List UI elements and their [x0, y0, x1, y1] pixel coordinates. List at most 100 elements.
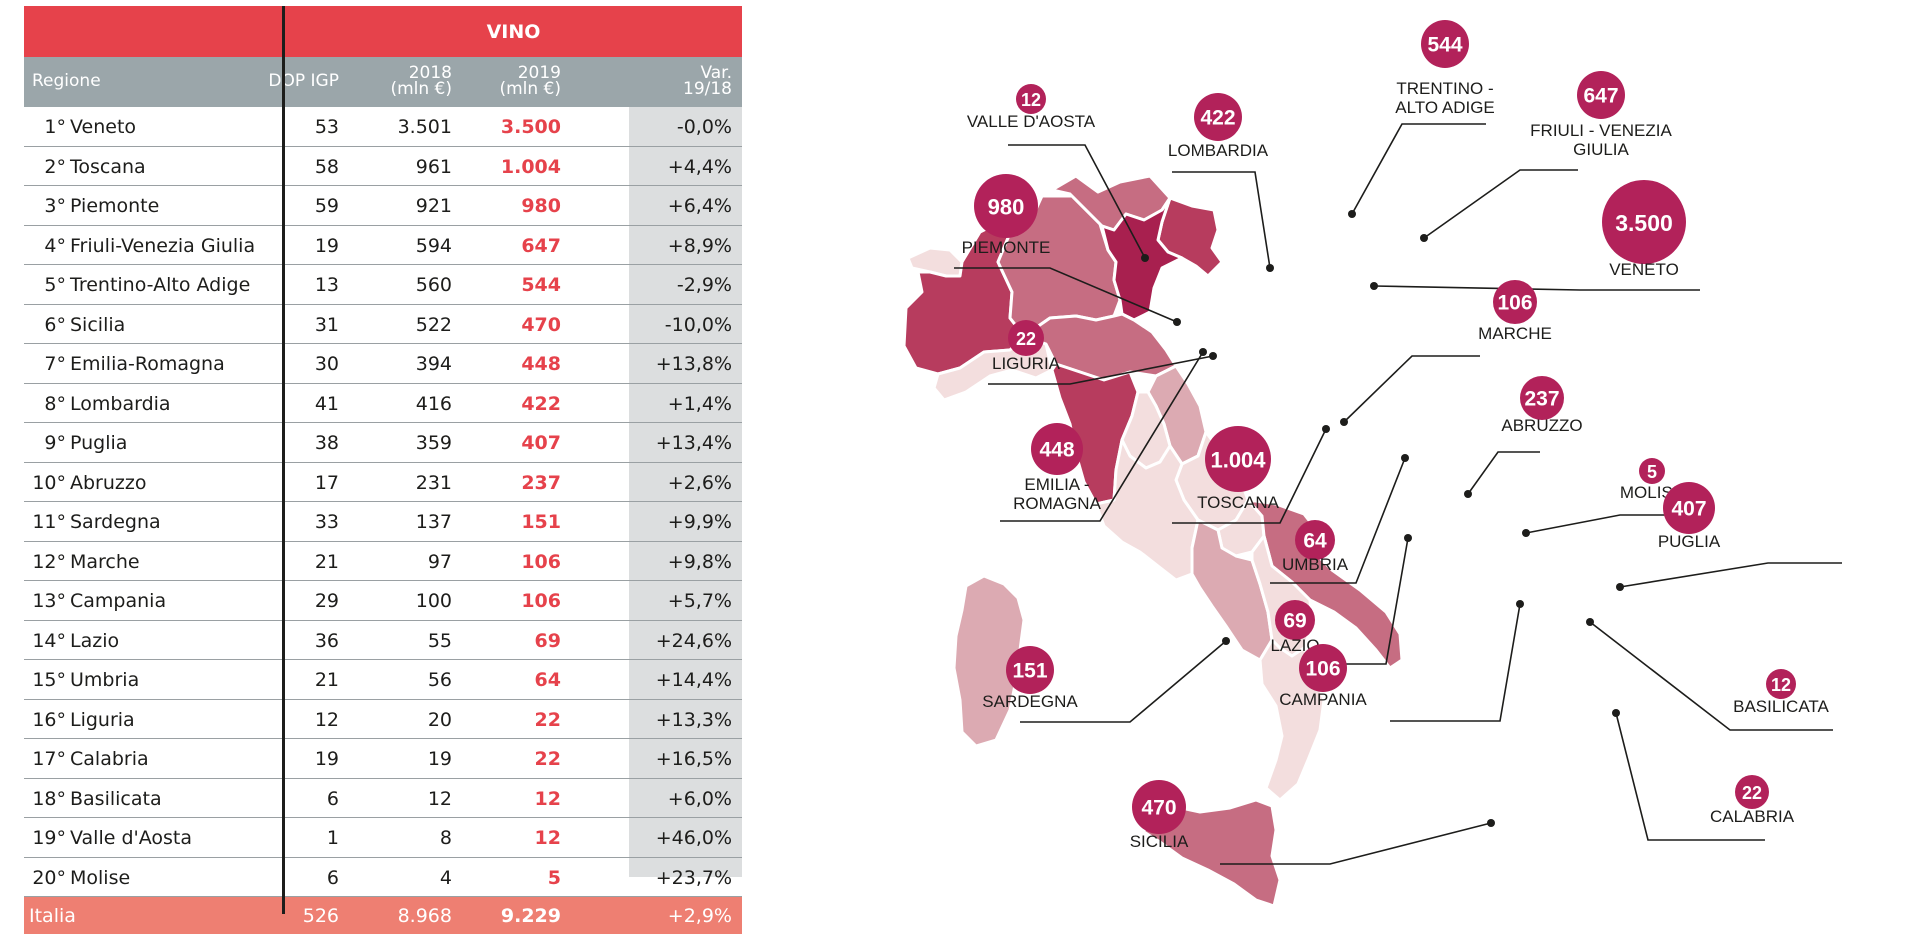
- row-value-2019: 647: [521, 234, 561, 257]
- leader-line: [1423, 169, 1578, 239]
- value-bubble-label: 544: [1427, 34, 1462, 57]
- value-bubble-label: 12: [1771, 675, 1791, 695]
- row-value-2019: 106: [521, 550, 561, 573]
- row-region-name: Trentino-Alto Adige: [70, 274, 251, 296]
- value-bubble: [1493, 280, 1537, 324]
- header-2019-year: 2019: [517, 63, 561, 83]
- value-bubble-label: 64: [1303, 530, 1327, 553]
- map-callout-liguria: 22 LIGURIA: [988, 320, 1217, 385]
- table-row: 15° Umbria 21 56 64 +14,4%: [24, 660, 742, 700]
- value-bubble-label: 106: [1497, 292, 1532, 315]
- region-name-label: MARCHE: [1478, 324, 1552, 343]
- value-bubble: [1205, 426, 1271, 492]
- value-bubble: [1735, 775, 1769, 809]
- region-name-label: FRIULI - VENEZIA: [1530, 121, 1672, 140]
- row-region-name: Umbria: [70, 669, 140, 691]
- region-marker-dot: [1348, 210, 1356, 218]
- total-2018: 8.968: [397, 905, 452, 927]
- region-marker-dot: [1322, 425, 1330, 433]
- row-value-2019: 64: [534, 669, 561, 691]
- row-value-2018: 19: [427, 748, 452, 770]
- row-dop-igp: 59: [314, 195, 339, 217]
- row-value-2018: 359: [415, 432, 452, 454]
- row-value-2018: 12: [427, 787, 452, 810]
- map-callout-veneto: 3.500 VENETO: [1370, 180, 1700, 291]
- row-variation: +9,8%: [667, 550, 732, 573]
- table-row: 10° Abruzzo 17 231 237 +2,6%: [24, 463, 742, 502]
- row-region-name: Basilicata: [70, 787, 162, 810]
- value-bubble: [1766, 669, 1796, 699]
- leader-line: [1390, 603, 1521, 722]
- row-value-2018: 4: [439, 866, 452, 889]
- row-value-2019: 544: [521, 274, 561, 296]
- row-rank: 18°: [32, 787, 66, 810]
- map-callout-valle-daosta: 12 VALLE D'AOSTA: [967, 84, 1149, 262]
- value-bubble-label: 407: [1671, 498, 1706, 521]
- value-bubble: [1006, 646, 1054, 694]
- table-title-row: VINO: [24, 6, 742, 57]
- row-dop-igp: 21: [314, 550, 339, 573]
- region-name-label: EMILIA -: [1024, 475, 1089, 494]
- row-rank: 15°: [32, 669, 66, 691]
- map-callout-toscana: 1.004 TOSCANA: [1172, 425, 1330, 524]
- row-value-2018: 55: [427, 629, 452, 652]
- leader-line: [1343, 355, 1480, 423]
- value-bubble: [1577, 71, 1625, 119]
- row-value-2018: 961: [415, 155, 452, 178]
- row-value-2019: 422: [521, 392, 561, 415]
- value-bubble-label: 1.004: [1210, 448, 1266, 473]
- table-row: 9° Puglia 38 359 407 +13,4%: [24, 423, 742, 463]
- region-name-label: SICILIA: [1130, 832, 1189, 851]
- header-dop-igp: DOP IGP: [268, 71, 339, 91]
- row-rank: 10°: [32, 471, 66, 494]
- row-region-name: Molise: [70, 866, 131, 889]
- row-dop-igp: 31: [314, 313, 339, 336]
- leader-line: [1589, 621, 1833, 731]
- region-name-label: BASILICATA: [1733, 697, 1829, 716]
- map-callout-campania: 106 CAMPANIA: [1279, 600, 1524, 722]
- variation-column-shade: [629, 107, 742, 877]
- table-row: 14° Lazio 36 55 69 +24,6%: [24, 621, 742, 660]
- value-bubble: [1663, 482, 1715, 534]
- row-value-2018: 231: [415, 471, 452, 494]
- row-value-2018: 522: [415, 313, 452, 336]
- row-dop-igp: 1: [326, 827, 339, 849]
- header-variation-line1: Var.: [700, 63, 732, 83]
- row-dop-igp: 41: [314, 392, 339, 415]
- map-callout-piemonte: 980 PIEMONTE: [954, 174, 1181, 326]
- row-dop-igp: 19: [314, 234, 339, 257]
- row-variation: +13,4%: [655, 432, 732, 454]
- region-name-label: ROMAGNA: [1013, 494, 1102, 513]
- region-marker-dot: [1516, 600, 1524, 608]
- row-value-2019: 12: [534, 827, 561, 849]
- row-dop-igp: 36: [314, 629, 339, 652]
- table-header-row: Regione DOP IGP 2018 (mln €) 2019 (mln €…: [24, 57, 742, 107]
- region-marker-dot: [1612, 709, 1620, 717]
- map-callout-marche: 106 MARCHE: [1340, 280, 1552, 426]
- value-bubble-label: 3.500: [1615, 210, 1673, 236]
- row-region-name: Valle d'Aosta: [70, 827, 193, 849]
- table-row: 3° Piemonte 59 921 980 +6,4%: [24, 186, 742, 226]
- value-bubble-label: 647: [1583, 85, 1618, 108]
- header-variation-line2: 19/18: [683, 79, 732, 99]
- leader-line: [954, 267, 1178, 323]
- header-2018-year: 2018: [408, 63, 452, 83]
- row-dop-igp: 33: [314, 511, 339, 533]
- row-rank: 8°: [44, 392, 66, 415]
- row-rank: 1°: [44, 116, 66, 138]
- table-row: 13° Campania 29 100 106 +5,7%: [24, 581, 742, 621]
- row-variation: +23,7%: [655, 866, 732, 889]
- row-value-2019: 5: [547, 866, 561, 889]
- region-name-label: SARDEGNA: [982, 692, 1078, 711]
- value-bubble-label: 448: [1039, 439, 1074, 462]
- region-marker-dot: [1586, 618, 1594, 626]
- value-bubble: [1295, 520, 1335, 560]
- value-bubble: [1520, 376, 1564, 420]
- map-callout-sardegna: 151 SARDEGNA: [982, 637, 1230, 723]
- row-rank: 4°: [44, 234, 66, 257]
- row-value-2019: 22: [534, 748, 561, 770]
- region-marker-dot: [1340, 418, 1348, 426]
- row-variation: +1,4%: [667, 392, 732, 415]
- leader-line: [1000, 351, 1204, 522]
- region-marker-dot: [1222, 637, 1230, 645]
